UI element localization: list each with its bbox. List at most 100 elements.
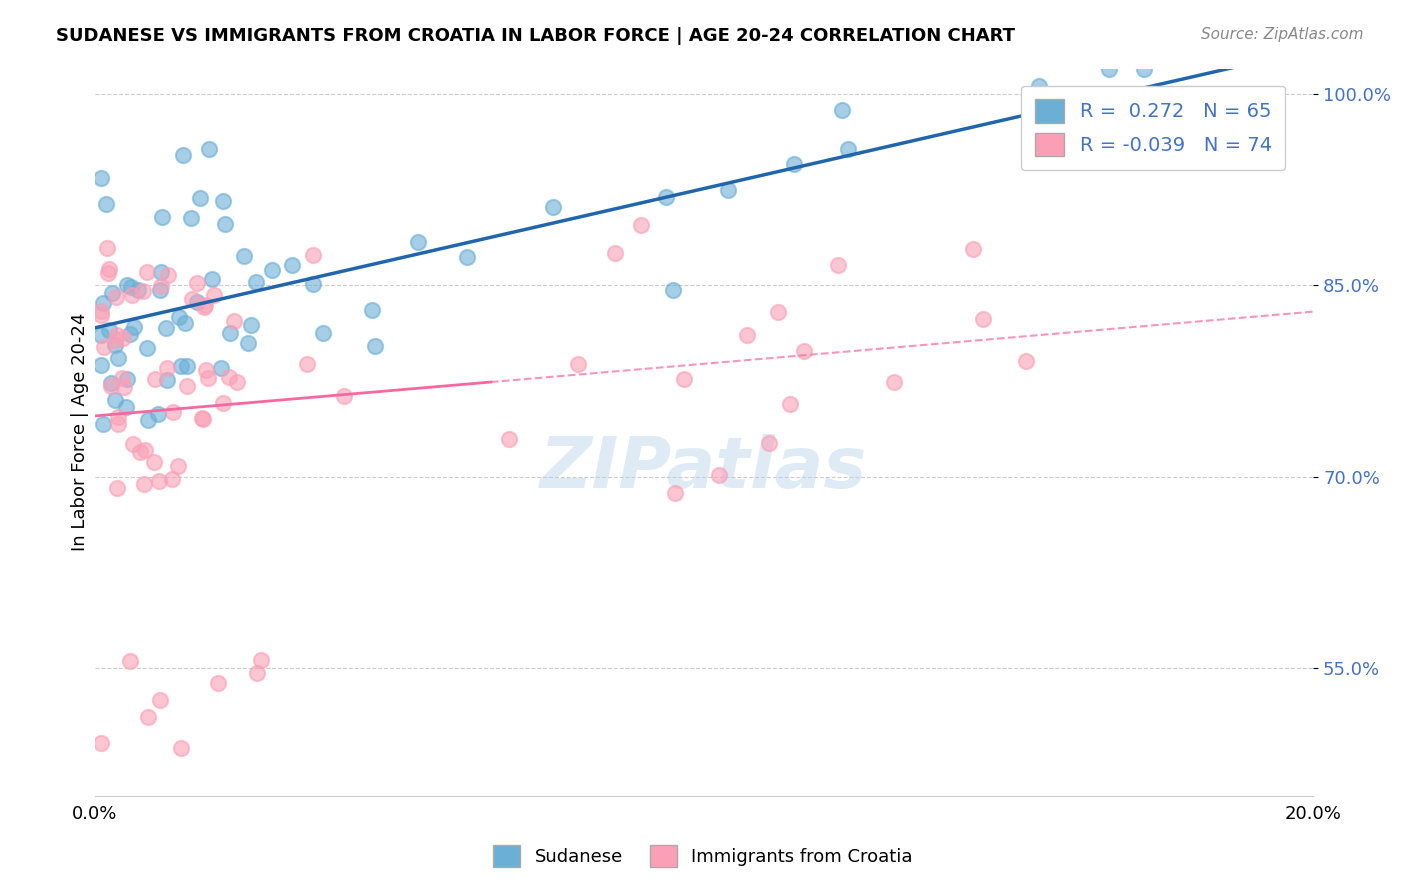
Point [100, 286, 122, 301]
Y-axis label: In Labor Force | Age 20-24: In Labor Force | Age 20-24 [72, 313, 89, 551]
Legend: Sudanese, Immigrants from Croatia: Sudanese, Immigrants from Croatia [486, 838, 920, 874]
Point [143, 372, 166, 386]
Point [146, 407, 169, 421]
Point [197, 371, 219, 385]
Point [295, 357, 318, 371]
Text: Source: ZipAtlas.com: Source: ZipAtlas.com [1201, 27, 1364, 42]
Point [191, 412, 214, 426]
Point [167, 459, 190, 474]
Point [129, 445, 152, 459]
Point [90, 736, 112, 750]
Point [134, 477, 156, 491]
Point [90, 170, 112, 185]
Point [124, 320, 146, 334]
Point [94, 196, 117, 211]
Point [209, 360, 232, 375]
Point [962, 242, 984, 256]
Point [630, 219, 652, 233]
Point [90, 308, 112, 322]
Point [198, 142, 221, 156]
Point [90, 328, 112, 343]
Point [143, 455, 166, 469]
Point [105, 327, 128, 342]
Point [90, 359, 112, 373]
Point [149, 693, 172, 707]
Point [541, 200, 564, 214]
Point [364, 339, 387, 353]
Point [211, 396, 233, 410]
Point [655, 190, 678, 204]
Point [180, 211, 202, 225]
Text: ZIPatlas: ZIPatlas [540, 434, 868, 503]
Point [735, 327, 758, 342]
Point [333, 389, 356, 403]
Point [456, 250, 478, 264]
Point [779, 397, 801, 411]
Legend: R =  0.272   N = 65, R = -0.039   N = 74: R = 0.272 N = 65, R = -0.039 N = 74 [1021, 86, 1285, 169]
Point [191, 411, 214, 425]
Point [1170, 108, 1192, 122]
Point [827, 258, 849, 272]
Point [100, 378, 122, 392]
Point [1015, 353, 1038, 368]
Point [111, 331, 134, 345]
Point [127, 283, 149, 297]
Point [170, 741, 193, 756]
Point [193, 300, 215, 314]
Point [150, 210, 173, 224]
Point [105, 481, 128, 495]
Point [111, 370, 134, 384]
Point [972, 312, 994, 326]
Point [121, 288, 143, 302]
Point [104, 393, 127, 408]
Point [107, 417, 129, 431]
Point [100, 376, 122, 391]
Point [91, 296, 114, 310]
Point [406, 235, 429, 250]
Point [136, 710, 159, 724]
Point [222, 314, 245, 328]
Point [831, 103, 853, 118]
Point [766, 304, 789, 318]
Point [162, 404, 184, 418]
Point [302, 247, 325, 261]
Point [136, 265, 159, 279]
Point [156, 360, 179, 375]
Point [104, 333, 127, 347]
Point [664, 485, 686, 500]
Point [793, 344, 815, 359]
Point [245, 275, 267, 289]
Point [149, 283, 172, 297]
Point [212, 194, 235, 208]
Point [214, 218, 236, 232]
Point [135, 341, 157, 355]
Point [250, 653, 273, 667]
Point [233, 249, 256, 263]
Point [156, 268, 179, 282]
Point [280, 258, 302, 272]
Point [149, 265, 172, 279]
Point [90, 303, 112, 318]
Point [167, 310, 190, 324]
Point [186, 295, 208, 310]
Point [122, 437, 145, 451]
Point [117, 277, 139, 292]
Point [361, 302, 384, 317]
Point [107, 410, 129, 425]
Point [120, 280, 142, 294]
Point [240, 318, 263, 332]
Point [603, 245, 626, 260]
Point [201, 272, 224, 286]
Point [107, 351, 129, 366]
Point [190, 191, 212, 205]
Point [172, 148, 194, 162]
Point [195, 362, 218, 376]
Point [115, 400, 138, 414]
Point [673, 371, 696, 385]
Point [136, 412, 159, 426]
Point [783, 157, 806, 171]
Point [118, 327, 141, 342]
Point [207, 676, 229, 690]
Point [98, 262, 121, 277]
Point [717, 183, 740, 197]
